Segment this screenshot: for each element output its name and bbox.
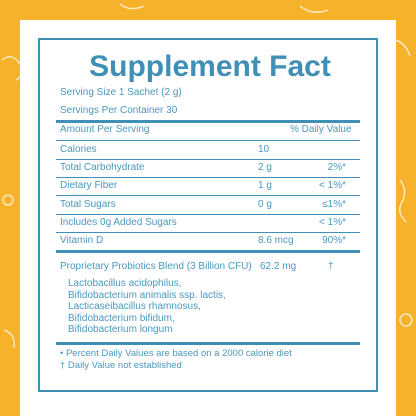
ingredient: Lacticaseibacillus rhamnosus, [68, 301, 201, 312]
nutrient-amount: 0 g [258, 198, 272, 210]
nutrient-amount: 1 g [258, 180, 272, 192]
title: Supplement Fact [89, 50, 331, 83]
nutrient-daily-value: < 1%* [319, 180, 346, 192]
daily-value-header: % Daily Value [290, 124, 352, 135]
blend-name: Proprietary Probiotics Blend (3 Billion … [60, 261, 252, 272]
supplement-facts-panel: Supplement Fact Serving Size 1 Sachet (2… [38, 38, 378, 392]
row-divider [56, 177, 360, 179]
divider [56, 140, 360, 141]
footnote: † Daily Value not established [60, 360, 182, 371]
row-divider [56, 159, 360, 160]
nutrient-name: Includes 0g Added Sugars [60, 216, 177, 228]
row-divider [56, 231, 360, 233]
nutrient-daily-value: < 1%* [319, 216, 346, 228]
ingredient: Bifidobacterium animalis ssp. lactis, [68, 289, 226, 301]
row-divider [56, 195, 360, 197]
divider [56, 250, 360, 253]
nutrient-name: Calories [60, 144, 97, 155]
nutrient-daily-value: 90%* [322, 235, 346, 246]
label-card [20, 20, 396, 416]
footnote: • Percent Daily Values are based on a 20… [60, 348, 292, 359]
ingredient: Bifidobacterium longum [68, 324, 173, 335]
divider [56, 120, 360, 123]
nutrient-daily-value: 2%* [327, 162, 346, 174]
amount-header: Amount Per Serving [60, 124, 150, 135]
nutrient-amount: 10 [258, 144, 270, 155]
blend-amount: 62.2 mg [260, 261, 297, 272]
ingredient: Bifidobacterium bifidum, [68, 312, 175, 324]
nutrient-name: Dietary Fiber [60, 180, 118, 192]
blend-daily-value: † [328, 261, 334, 272]
servings-per-container: Servings Per Container 30 [60, 105, 178, 116]
nutrient-amount: 8.6 mcg [258, 235, 294, 246]
nutrient-name: Total Sugars [60, 198, 116, 210]
nutrient-daily-value: ≤1%* [322, 198, 346, 210]
divider [56, 342, 360, 345]
serving-size: Serving Size 1 Sachet (2 g) [60, 87, 182, 98]
row-divider [56, 213, 360, 215]
nutrient-amount: 2 g [258, 162, 272, 174]
ingredient: Lactobacillus acidophilus, [68, 278, 182, 289]
nutrient-name: Total Carbohydrate [60, 162, 145, 174]
nutrient-name: Vitamin D [60, 235, 104, 246]
